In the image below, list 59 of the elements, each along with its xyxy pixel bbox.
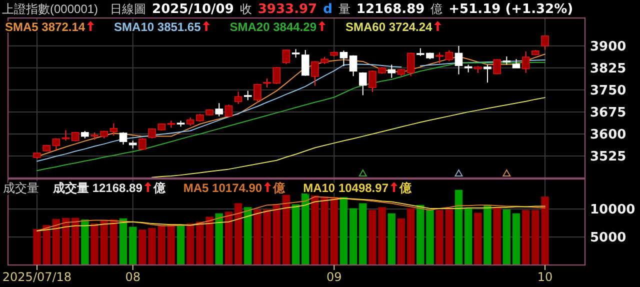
- candlestick: [358, 72, 367, 96]
- bar: [176, 224, 185, 266]
- x-tick-label: 2025/07/18: [2, 270, 72, 284]
- bar: [340, 196, 348, 266]
- candlestick: [215, 102, 224, 117]
- bar: [80, 219, 89, 266]
- text: SMA20 3844.29: [230, 20, 317, 34]
- x-tick-label: 09: [326, 270, 342, 284]
- candlestick: [445, 50, 454, 62]
- line-series: [152, 97, 546, 178]
- text: +51.19 (+1.32%): [448, 2, 574, 17]
- candlestick: [301, 50, 310, 76]
- x-tick-label: 08: [125, 270, 140, 284]
- text: 量: [338, 2, 350, 16]
- y-tick-label: 5000: [590, 230, 626, 246]
- text: SMA10 3851.65: [114, 20, 202, 34]
- candlestick: [254, 83, 262, 104]
- text: d: [323, 2, 332, 17]
- y-tick-label: 3675: [590, 105, 626, 120]
- bar: [474, 212, 482, 266]
- bar: [484, 204, 492, 266]
- y-tick-label: 3525: [590, 150, 626, 165]
- bar: [224, 212, 233, 266]
- chart-title: 上證指數(000001): [2, 2, 98, 16]
- candlestick: [522, 50, 530, 74]
- text: 3933.97: [258, 2, 318, 17]
- candlestick: [388, 64, 396, 78]
- y-tick-label: 3600: [590, 128, 626, 143]
- candlestick: [454, 45, 463, 75]
- candlestick: [234, 91, 242, 105]
- text: 12168.89: [356, 2, 425, 17]
- candlestick: [349, 54, 358, 77]
- bar: [234, 203, 242, 266]
- text: 億: [430, 2, 443, 16]
- bar: [493, 207, 502, 266]
- bar: [244, 207, 252, 266]
- y-tick-label: 3825: [590, 61, 626, 76]
- text: SMA60 3724.24: [346, 20, 433, 34]
- candlestick: [406, 52, 415, 77]
- candlestick: [282, 48, 290, 65]
- candlestick: [138, 138, 146, 151]
- text: 收: [240, 2, 252, 16]
- candlestick: [110, 122, 118, 136]
- x-tick-label: 10: [537, 270, 553, 284]
- candlestick: [340, 50, 348, 67]
- candlestick: [224, 104, 233, 118]
- candlestick: [436, 52, 444, 64]
- candlestick: [244, 90, 252, 101]
- chart-subtitle: 日線圖: [110, 2, 146, 16]
- candlestick: [119, 132, 128, 146]
- candlestick: [484, 64, 492, 84]
- y-tick-label: 10000: [590, 202, 636, 218]
- candlestick: [541, 34, 549, 50]
- bar: [215, 213, 224, 266]
- candlestick: [493, 58, 501, 75]
- y-tick-label: 3750: [590, 83, 626, 98]
- bar: [388, 213, 396, 266]
- text: 2025/10/09: [152, 2, 234, 17]
- y-tick-label: 3900: [590, 39, 626, 54]
